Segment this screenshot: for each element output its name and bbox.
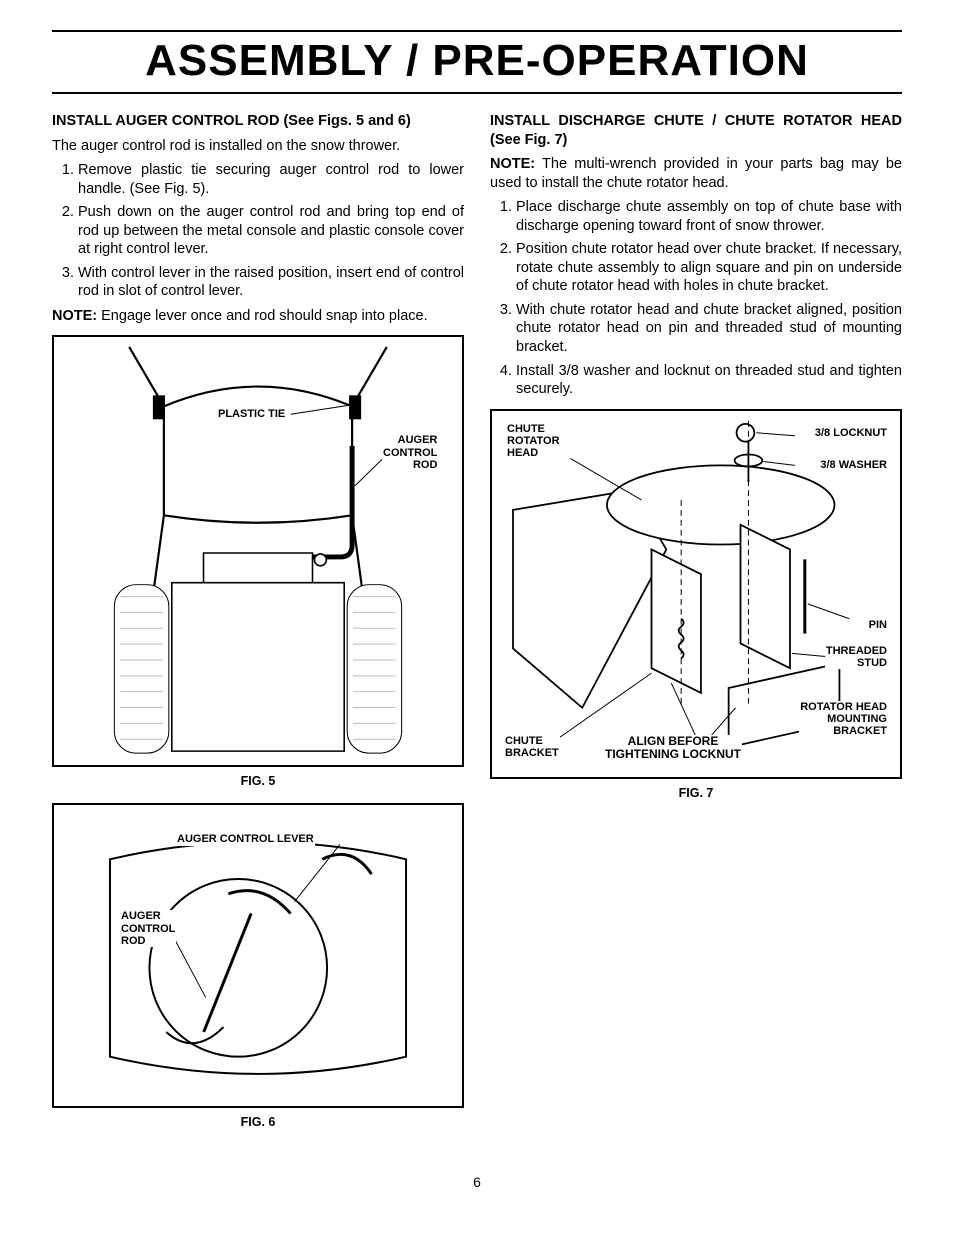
label-threaded-stud: THREADED STUD	[825, 645, 888, 669]
bottom-rule	[52, 92, 902, 94]
note-label: NOTE:	[52, 308, 97, 324]
list-item: Install 3/8 washer and locknut on thread…	[516, 362, 902, 399]
list-item: With control lever in the raised positio…	[78, 264, 464, 301]
left-note: NOTE: Engage lever once and rod should s…	[52, 307, 464, 326]
figure-7: CHUTE ROTATOR HEAD 3/8 LOCKNUT 3/8 WASHE…	[490, 409, 902, 779]
right-steps: Place discharge chute assembly on top of…	[490, 198, 902, 398]
list-item: Place discharge chute assembly on top of…	[516, 198, 902, 235]
figure-5-svg	[54, 337, 462, 765]
fig7-caption: FIG. 7	[490, 785, 902, 801]
note-text: Engage lever once and rod should snap in…	[97, 308, 428, 324]
label-pin: PIN	[868, 619, 888, 631]
fig6-caption: FIG. 6	[52, 1114, 464, 1130]
list-item: Push down on the auger control rod and b…	[78, 203, 464, 259]
page-number: 6	[52, 1174, 902, 1190]
label-chute-rotator-head: CHUTE ROTATOR HEAD	[506, 423, 561, 459]
fig5-caption: FIG. 5	[52, 773, 464, 789]
content-columns: INSTALL AUGER CONTROL ROD (See Figs. 5 a…	[52, 112, 902, 1144]
list-item: Remove plastic tie securing auger contro…	[78, 161, 464, 198]
left-heading: INSTALL AUGER CONTROL ROD (See Figs. 5 a…	[52, 112, 464, 131]
label-rotator-head-mounting-bracket: ROTATOR HEAD MOUNTING BRACKET	[799, 701, 888, 737]
left-column: INSTALL AUGER CONTROL ROD (See Figs. 5 a…	[52, 112, 464, 1144]
label-align: ALIGN BEFORE TIGHTENING LOCKNUT	[604, 735, 742, 761]
left-steps: Remove plastic tie securing auger contro…	[52, 161, 464, 301]
label-chute-bracket: CHUTE BRACKET	[504, 735, 560, 759]
figure-5: PLASTIC TIE AUGER CONTROL ROD	[52, 335, 464, 767]
note-text: The multi-wrench provided in your parts …	[490, 156, 902, 191]
label-plastic-tie: PLASTIC TIE	[217, 408, 286, 420]
left-intro: The auger control rod is installed on th…	[52, 137, 464, 156]
label-locknut: 3/8 LOCKNUT	[814, 427, 888, 439]
right-note: NOTE: The multi-wrench provided in your …	[490, 155, 902, 192]
figure-6: AUGER CONTROL LEVER AUGER CONTROL ROD	[52, 803, 464, 1108]
page-title: ASSEMBLY / PRE-OPERATION	[52, 36, 902, 86]
list-item: With chute rotator head and chute bracke…	[516, 301, 902, 357]
top-rule	[52, 30, 902, 32]
right-heading: INSTALL DISCHARGE CHUTE / CHUTE ROTATOR …	[490, 112, 902, 149]
label-auger-control-lever: AUGER CONTROL LEVER	[176, 833, 315, 845]
note-label: NOTE:	[490, 156, 535, 172]
page: ASSEMBLY / PRE-OPERATION INSTALL AUGER C…	[0, 0, 954, 1210]
label-auger-control-rod-6: AUGER CONTROL ROD	[120, 910, 176, 946]
label-auger-control-rod: AUGER CONTROL ROD	[382, 434, 438, 470]
right-column: INSTALL DISCHARGE CHUTE / CHUTE ROTATOR …	[490, 112, 902, 1144]
figure-6-svg	[54, 805, 462, 1106]
label-washer: 3/8 WASHER	[819, 459, 888, 471]
list-item: Position chute rotator head over chute b…	[516, 240, 902, 296]
